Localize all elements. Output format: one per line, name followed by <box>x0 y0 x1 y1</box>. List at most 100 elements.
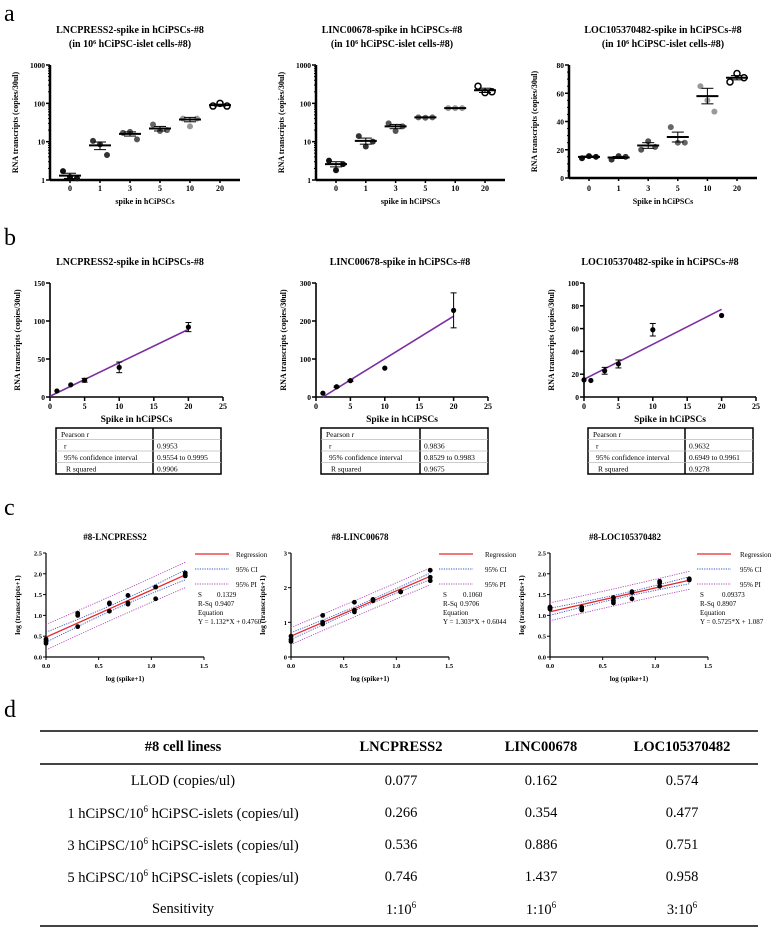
x-tick-label: 0 <box>314 402 318 411</box>
x-tick-label: 1.0 <box>147 663 155 670</box>
data-point <box>75 624 81 630</box>
stat-value: 0.9675 <box>424 465 445 474</box>
chart-c1: #8-LNCPRESS2 0.0 0.5 1.0 1.5 2.0 2.5 0.0 0.5 1.0 1… <box>13 532 268 683</box>
data-point <box>320 390 326 396</box>
stat-label: R squared <box>598 465 628 474</box>
data-point <box>352 609 357 615</box>
data-point <box>182 572 188 578</box>
data-point <box>60 168 66 175</box>
chart-a1: LNCPRESS2-spike in hCiPSCs-#8 (in 106 hCi… <box>11 25 240 206</box>
stat-label: Equation <box>700 609 726 617</box>
label-text: Sensitivity <box>151 900 215 917</box>
x-tick-label: 0 <box>587 184 591 193</box>
data-point <box>187 123 193 130</box>
legend-label: Regression <box>485 551 517 559</box>
x-tick-label: 0.5 <box>340 663 349 670</box>
legend-label: 95% CI <box>236 566 258 574</box>
legend-label: 95% PI <box>485 581 506 589</box>
chart-c2: #8-LINC00678 0 1 2 3 0.0 0.5 1.0 1.5 log (transcr… <box>258 532 517 683</box>
subtitle-post: hCiPSC-islet cells-#8) <box>96 39 191 50</box>
label-sup: 6 <box>143 803 149 814</box>
y-tick-label: 20 <box>572 370 580 379</box>
stat-value: 0.9278 <box>689 465 710 474</box>
table-cell: 0.354 <box>524 804 558 821</box>
subtitle-post: hCiPSC-islet cells-#8) <box>358 39 453 50</box>
x-tick-label: 0 <box>48 402 52 411</box>
chart-b2: LINC00678-spike in hCiPSCs-#801002003000… <box>279 257 492 475</box>
data-point <box>427 567 433 573</box>
row-label: 3 hCiPSC/106 hCiPSC-islets (copies/ul) <box>40 829 326 861</box>
y-tick-label: 0.5 <box>538 634 547 641</box>
data-point <box>134 136 140 143</box>
x-tick-label: 1.5 <box>200 663 209 670</box>
data-point <box>588 377 594 384</box>
legend-label: 95% PI <box>740 581 761 589</box>
y-tick-label: 1 <box>284 620 287 627</box>
data-point <box>125 593 131 598</box>
ci-lower-line <box>290 579 431 640</box>
y-axis-label: RNA transcripts (copies/30ul) <box>547 289 556 391</box>
x-tick-label: 5 <box>616 402 620 411</box>
panel-label-a: a <box>4 1 15 27</box>
chart-title: LOC105370482-spike in hCiPSCs-#8 <box>581 257 738 268</box>
stat-value: 0.9706 <box>460 600 480 608</box>
legend-label: Regression <box>236 551 268 559</box>
legend-label: 95% CI <box>740 566 762 574</box>
panel-label-c: c <box>4 495 15 521</box>
chart-a3: LOC105370482-spike in hCiPSCs-#8 (in 106 … <box>530 25 757 206</box>
data-point <box>333 167 339 174</box>
stat-label: r <box>329 442 332 451</box>
value-text: 3:10 <box>666 901 693 918</box>
value-sup: 6 <box>411 899 417 910</box>
label-text: hCiPSC-islets (copies/ul) <box>148 869 299 886</box>
row-label: 5 hCiPSC/106 hCiPSC-islets (copies/ul) <box>40 861 326 893</box>
x-axis-label: Spike in hCiPSCs <box>101 415 173 425</box>
data-point <box>650 327 656 333</box>
y-axis-label: RNA transcripts (copies/30ul) <box>530 71 539 173</box>
x-tick-label: 0.0 <box>546 663 554 670</box>
stat-label: 95% confidence interval <box>64 453 137 462</box>
y-axis-label: RNA transcripts (copies/30ul) <box>11 72 20 174</box>
stat-label: R squared <box>66 465 96 474</box>
x-tick-label: 1.5 <box>445 663 454 670</box>
table-cell: 0.162 <box>524 772 558 789</box>
chart-title: LINC00678-spike in hCiPSCs-#8 <box>322 25 463 36</box>
data-point <box>320 619 326 625</box>
label-sup: 6 <box>143 867 149 878</box>
pi-lower-line <box>290 584 431 645</box>
legend: Regression 95% CI 95% PI <box>697 551 772 589</box>
table-cell: 3:106 <box>606 893 758 927</box>
data-point <box>120 129 126 136</box>
data-point <box>657 583 663 589</box>
data-point <box>615 361 622 367</box>
stat-label: Equation <box>198 609 224 617</box>
chart-b3: LOC105370482-spike in hCiPSCs-#8 0 20 40 60 8… <box>547 257 760 475</box>
stat-value: 0.9906 <box>157 465 178 474</box>
subtitle-sup: 6 <box>626 40 629 46</box>
x-tick-label: 10 <box>649 402 657 411</box>
stat-label: R-Sq <box>198 600 213 608</box>
pi-lower-line <box>549 588 690 622</box>
y-tick-label: 80 <box>572 302 580 311</box>
data-point <box>638 146 645 153</box>
chart-title: LINC00678-spike in hCiPSCs-#8 <box>330 257 471 268</box>
y-axis-label: RNA transcripts (copies/30ul) <box>13 289 22 391</box>
y-tick-label: 100 <box>34 317 46 326</box>
data-point <box>474 82 482 90</box>
x-axis-label: log (spike+1) <box>351 675 390 683</box>
stat-value: 0.1329 <box>217 591 237 599</box>
x-tick-label: 0.5 <box>599 663 608 670</box>
stat-value: 0.9554 to 0.9995 <box>157 453 208 462</box>
table-cell: 1:106 <box>326 893 476 927</box>
pi-upper-line <box>290 567 431 628</box>
y-tick-label: 10 <box>304 138 312 147</box>
chart-title: #8-LNCPRESS2 <box>83 532 147 542</box>
label-text: 5 hCiPSC/10 <box>67 869 144 886</box>
table-row: 3 hCiPSC/106 hCiPSC-islets (copies/ul) 0… <box>40 829 758 861</box>
stat-label: S <box>198 591 202 599</box>
x-tick-label: 10 <box>115 402 123 411</box>
stat-label: Pearson r <box>326 430 355 439</box>
x-tick-label: 25 <box>752 402 760 411</box>
